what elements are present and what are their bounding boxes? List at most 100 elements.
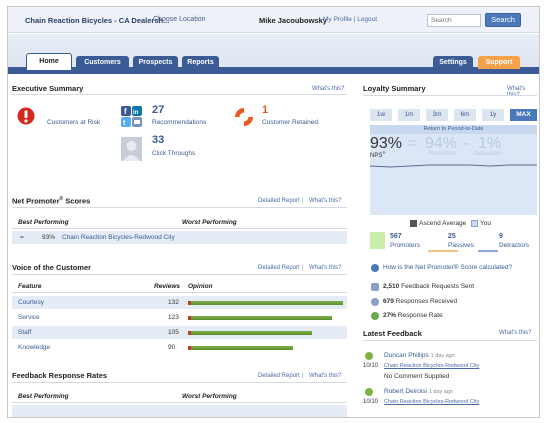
table-row bbox=[12, 405, 347, 417]
how-nps-calculated-link[interactable]: How is the Net Promoter® Score calculate… bbox=[383, 264, 513, 271]
range-1m-button[interactable]: 1m bbox=[398, 109, 420, 121]
voice-reviews: 132 bbox=[168, 299, 179, 306]
search-button[interactable]: Search bbox=[485, 13, 521, 27]
opinion-bar bbox=[188, 331, 312, 335]
detractors-bar bbox=[478, 250, 498, 252]
nps-title: Net Promoter® Scores bbox=[12, 196, 91, 206]
feedback-rates-col-worst: Worst Performing bbox=[182, 393, 237, 400]
nps-detailed-report-link[interactable]: Detailed Report bbox=[258, 198, 300, 204]
opinion-bar-negative bbox=[188, 331, 191, 335]
user-placeholder-icon bbox=[121, 137, 142, 163]
range-max-button[interactable]: MAX bbox=[510, 109, 537, 121]
nps-trend-symbol: = bbox=[20, 234, 24, 241]
loyalty-whats-this[interactable]: What's this? bbox=[507, 86, 526, 98]
tab-settings[interactable]: Settings bbox=[433, 56, 473, 69]
range-3m-button[interactable]: 3m bbox=[426, 109, 448, 121]
voice-whats-this[interactable]: What's this? bbox=[309, 265, 342, 271]
app-frame: Chain Reaction Bicycles - CA Dealersh...… bbox=[7, 6, 540, 418]
nps-best-location[interactable]: Chain Reaction Bicycles-Redwood City bbox=[62, 234, 175, 241]
voice-col-reviews: Reviews bbox=[154, 283, 181, 290]
click-throughs-label[interactable]: Click Throughs bbox=[152, 150, 196, 157]
account-name[interactable]: Chain Reaction Bicycles - CA Dealersh... bbox=[25, 16, 170, 25]
choose-location-link[interactable]: Choose Location bbox=[153, 16, 206, 23]
response-rate: 27% Response Rate bbox=[383, 312, 443, 319]
search-input[interactable] bbox=[427, 14, 481, 27]
customer-retained-label[interactable]: Customer Retained bbox=[262, 119, 318, 126]
feedback-rates-col-best: Best Performing bbox=[18, 393, 69, 400]
svg-text:f: f bbox=[124, 107, 127, 116]
nps-whats-this[interactable]: What's this? bbox=[309, 198, 342, 204]
nps-trend-line bbox=[370, 164, 537, 168]
tab-prospects[interactable]: Prospects bbox=[133, 56, 178, 69]
range-6m-button[interactable]: 6m bbox=[454, 109, 476, 121]
feedback-rates-whats-this[interactable]: What's this? bbox=[309, 373, 342, 379]
recommendations-label[interactable]: Recommendations bbox=[152, 119, 207, 126]
executive-summary-whats-this[interactable]: What's this? bbox=[312, 86, 345, 92]
feedback-item[interactable]: Robert Deiroisi 1 day ago bbox=[384, 388, 453, 395]
envelope-icon bbox=[371, 283, 379, 291]
latest-feedback-whats-this[interactable]: What's this? bbox=[499, 330, 532, 336]
return-to-period-link[interactable]: Return to Period-to-Date bbox=[370, 125, 537, 134]
feedback-rates-title: Feedback Response Rates bbox=[12, 371, 108, 380]
user-links[interactable]: My Profile | Logout bbox=[323, 16, 378, 23]
tab-support[interactable]: Support bbox=[478, 56, 520, 69]
detractors-count: 9 bbox=[499, 233, 503, 240]
passives-bar bbox=[428, 250, 458, 252]
opinion-bar-negative bbox=[188, 346, 191, 350]
svg-text:t: t bbox=[123, 120, 126, 127]
loyalty-title: Loyalty Summary bbox=[363, 84, 426, 93]
voice-reviews: 90 bbox=[168, 344, 176, 351]
customer-retained-count: 1 bbox=[262, 104, 269, 116]
info-icon bbox=[371, 264, 379, 272]
voice-detailed-report-link[interactable]: Detailed Report bbox=[258, 265, 300, 271]
social-icon: f in t bbox=[121, 106, 143, 130]
divider bbox=[12, 292, 347, 293]
feedback-comment: No Comment Supplied bbox=[384, 373, 450, 380]
opinion-bar bbox=[188, 316, 332, 320]
divider bbox=[12, 228, 347, 229]
range-1w-button[interactable]: 1w bbox=[370, 109, 392, 121]
feedback-location-link[interactable]: Chain Reaction Bicycles-Redwood City bbox=[384, 363, 480, 369]
responses-received: 679 Responses Received bbox=[383, 298, 458, 305]
promoters-percent-label: Promoters bbox=[428, 151, 456, 157]
feedback-rates-detailed-report-link[interactable]: Detailed Report bbox=[258, 373, 300, 379]
table-row bbox=[12, 326, 347, 339]
tab-reports[interactable]: Reports bbox=[182, 56, 219, 69]
voice-feature[interactable]: Staff bbox=[18, 329, 32, 336]
legend-you-label: You bbox=[480, 220, 491, 227]
feedback-item[interactable]: Duncan Phillips 1 day ago bbox=[384, 352, 455, 359]
nps-label: NPS® bbox=[370, 150, 386, 159]
tab-home[interactable]: Home bbox=[26, 53, 72, 70]
voice-feature[interactable]: Service bbox=[18, 314, 40, 321]
feedback-location-link[interactable]: Chain Reaction Bicycles-Redwood City bbox=[384, 399, 480, 405]
speech-bubble-icon bbox=[371, 298, 379, 306]
customers-at-risk-label[interactable]: Customers at Risk bbox=[47, 119, 101, 126]
feedback-score: 10/10 bbox=[363, 399, 379, 405]
tab-customers[interactable]: Customers bbox=[76, 56, 129, 69]
lifebuoy-icon bbox=[234, 107, 254, 129]
detractors-label: Detractors bbox=[499, 242, 529, 249]
legend-ascend-swatch bbox=[410, 220, 417, 227]
opinion-bar-negative bbox=[188, 301, 191, 305]
detractors-percent-label: Detractors bbox=[474, 151, 502, 157]
user-name: Mike Jacoubowsky bbox=[259, 16, 327, 25]
opinion-bar bbox=[188, 346, 293, 350]
promoters-percent: 94% bbox=[425, 135, 458, 152]
voice-reviews: 105 bbox=[168, 329, 179, 336]
divider bbox=[12, 207, 347, 208]
table-row bbox=[12, 296, 347, 309]
svg-text:in: in bbox=[133, 110, 139, 116]
voice-reviews: 123 bbox=[168, 314, 179, 321]
voice-feature[interactable]: Knowledge bbox=[18, 344, 51, 351]
nps-trend-chart: Return to Period-to-Date 93% NPS® = 94% … bbox=[370, 125, 537, 215]
feedback-score: 10/10 bbox=[363, 363, 379, 369]
legend-you-swatch bbox=[471, 220, 478, 227]
recommendations-count: 27 bbox=[152, 104, 165, 116]
divider bbox=[363, 340, 537, 341]
requests-sent: 2,510 Feedback Requests Sent bbox=[383, 283, 475, 290]
main-nav: Home Customers Prospects Reports Setting… bbox=[8, 34, 539, 74]
range-1y-button[interactable]: 1y bbox=[482, 109, 504, 121]
voice-feature[interactable]: Courtesy bbox=[18, 299, 45, 306]
divider bbox=[12, 382, 347, 383]
top-bar: Chain Reaction Bicycles - CA Dealersh...… bbox=[8, 7, 539, 33]
